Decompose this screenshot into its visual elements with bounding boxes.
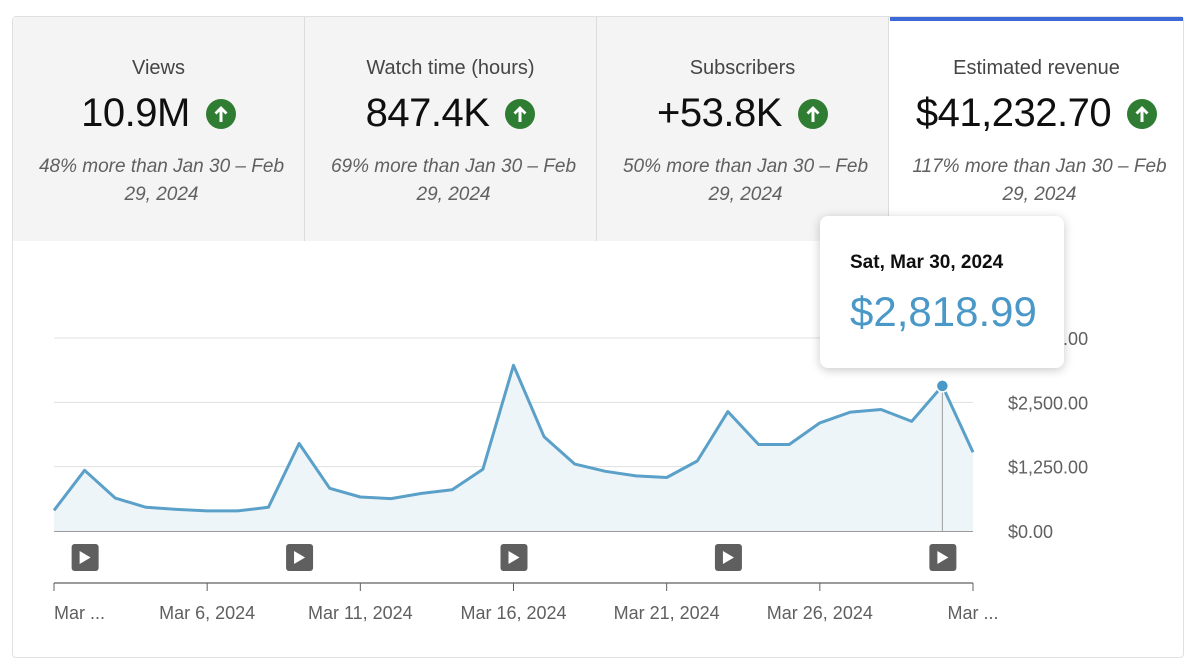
tab-title: Estimated revenue: [953, 57, 1120, 79]
tab-value: 10.9M: [81, 91, 190, 135]
tab-value: +53.8K: [657, 91, 782, 135]
video-play-icon[interactable]: [71, 544, 99, 571]
video-play-icon[interactable]: [929, 544, 957, 571]
video-play-icon[interactable]: [286, 544, 314, 571]
tooltip-date: Sat, Mar 30, 2024: [850, 252, 1004, 273]
highlight-point[interactable]: [935, 379, 950, 393]
y-tick-label: $1,250.00: [1008, 458, 1088, 478]
tab-value-row: 10.9M: [13, 91, 304, 136]
tab-value-row: +53.8K: [597, 91, 888, 136]
tab-comparison-text: 117% more than Jan 30 – Feb 29, 2024: [912, 156, 1167, 205]
chart-series-line: [52, 363, 975, 513]
video-play-icon[interactable]: [714, 544, 742, 571]
metric-tabs: Views 10.9M 48% more than Jan 30 – Feb 2…: [13, 17, 1183, 241]
tab-title: Subscribers: [689, 57, 796, 79]
tab-views[interactable]: Views 10.9M 48% more than Jan 30 – Feb 2…: [13, 17, 305, 241]
tab-comparison-text: 50% more than Jan 30 – Feb 29, 2024: [622, 156, 869, 205]
tab-value: 847.4K: [365, 91, 490, 135]
tab-watch-time[interactable]: Watch time (hours) 847.4K 69% more than …: [305, 17, 597, 241]
x-tick-label: Mar 21, 2024: [614, 603, 720, 623]
chart-tooltip: Sat, Mar 30, 2024 $2,818.99: [820, 216, 1064, 368]
tab-comparison-text: 69% more than Jan 30 – Feb 29, 2024: [330, 156, 577, 205]
y-tick-label: $0.00: [1008, 522, 1053, 542]
tab-title: Watch time (hours): [366, 57, 535, 79]
chart-area-fill: [54, 365, 973, 531]
tooltip-value: $2,818.99: [850, 288, 1037, 335]
tab-value: $41,232.70: [915, 91, 1112, 135]
x-tick-label: Mar 16, 2024: [460, 603, 566, 623]
y-tick-label: $2,500.00: [1008, 393, 1088, 413]
tab-title: Views: [132, 57, 185, 79]
x-tick-label: Mar 6, 2024: [159, 603, 255, 623]
x-tick-label: Mar ...: [947, 603, 998, 623]
x-tick-label: Mar ...: [54, 603, 105, 623]
arrow-up-circle-icon: [205, 98, 236, 129]
tab-subscribers[interactable]: Subscribers +53.8K 50% more than Jan 30 …: [597, 17, 889, 241]
tab-value-row: $41,232.70: [890, 91, 1183, 136]
arrow-up-circle-icon: [797, 98, 828, 129]
tab-value-row: 847.4K: [305, 91, 596, 136]
tab-estimated-revenue[interactable]: Estimated revenue $41,232.70 117% more t…: [890, 17, 1183, 241]
video-play-icon[interactable]: [500, 544, 528, 571]
x-tick-label: Mar 11, 2024: [308, 603, 413, 623]
revenue-chart: $0.00$1,250.00$2,500.00$3,750.00 Mar ...…: [52, 329, 1088, 623]
arrow-up-circle-icon: [1127, 98, 1158, 129]
x-tick-label: Mar 26, 2024: [767, 603, 873, 623]
arrow-up-circle-icon: [505, 98, 536, 129]
tab-comparison-text: 48% more than Jan 30 – Feb 29, 2024: [38, 156, 285, 205]
